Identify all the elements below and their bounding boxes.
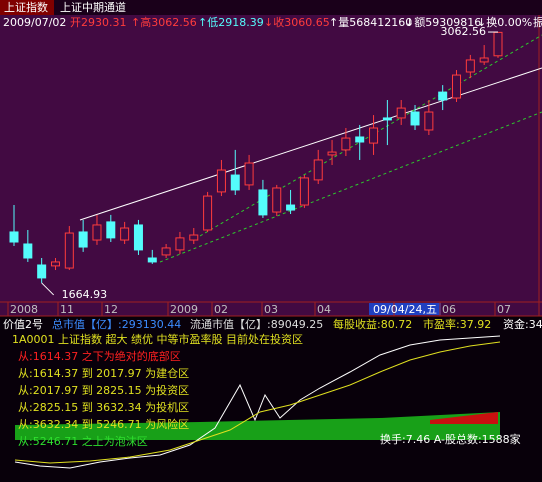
max-label: 3062.56 [441,25,487,38]
x-tick-label: 07 [497,303,511,316]
candle-body [120,227,130,241]
candle-body [410,111,420,126]
candle-body [78,231,88,248]
title: 上证指数 [4,0,48,14]
subtitle: 上证中期通道 [60,0,126,14]
chart-bg [0,0,542,316]
candle-body [9,231,19,243]
candle-body [37,264,47,279]
x-tick-label: 09/04/24,五 [373,303,437,316]
x-tick-label: 02 [214,303,228,316]
zone: 从:1614.37 到 2017.97 为建仓区 [18,366,189,380]
channel-bottom [159,111,542,263]
x-tick-label: 11 [60,303,74,316]
candle-body [465,59,475,73]
candle-body [216,169,226,193]
open: 开2930.31 [70,16,127,29]
candle-body [244,162,254,186]
candle-body [438,91,448,101]
ind-name: 价值2号 [3,318,43,331]
x-tick-label: 2009 [170,303,198,316]
candle-body [161,247,171,256]
candle-body [286,204,296,211]
title-box [0,0,54,15]
red-area [430,412,498,424]
title-bar [0,0,542,15]
candle-body [147,257,157,263]
candle-body [175,237,185,251]
indicator-line [14,341,501,464]
candle-body [327,151,337,156]
summary: 1A0001 上证指数 超大 绩优 中等市盈率股 目前处在投资区 [12,332,303,346]
total-cap: 总市值【亿】:293130.44 [52,317,181,331]
min-label: 1664.93 [62,288,108,301]
candle-body [23,243,33,259]
candle-body [106,221,116,239]
indicator-bg [0,316,542,482]
zone: 从:1614.37 之下为绝对的底部区 [18,349,181,363]
zone: 从:2017.97 到 2825.15 为投资区 [18,383,189,397]
leader [41,282,55,296]
x-tick-label: 12 [104,303,118,316]
footer: 换手:7.46 A-股总数:1588家 [380,432,521,446]
x-tick-label: 03 [264,303,278,316]
volume: ↑量568412160 [329,16,412,29]
candle-body [272,187,282,213]
turnover: ↓换0.00% [477,15,532,29]
candle-body [452,74,462,99]
candle-body [258,189,268,216]
cursor-box [369,303,441,315]
close: ↓收3060.65 [264,15,330,29]
float-cap: 流通市值【亿】:89049.25 [190,317,323,331]
candle-body [424,111,434,131]
amount: ↓额59309816 [405,16,481,29]
candle-body [355,136,365,143]
candle-body [50,261,60,267]
candle-body [64,232,74,269]
candle-body [133,224,143,251]
amp: 振 [533,15,542,29]
candle-body [369,127,379,144]
candle-body [479,57,489,63]
candle-body [396,107,406,119]
candle-body [382,117,392,121]
candle-body [313,159,323,181]
candle-body [230,174,240,191]
candle-body [203,195,213,231]
green-area [15,412,500,440]
candle-body [189,234,199,241]
low: ↑低2918.39 [198,16,264,29]
pe: 市盈率:37.92 [423,317,491,331]
x-tick-label: 04 [317,303,331,316]
date: 2009/07/02 [3,16,66,29]
high: ↑高3062.56 [131,15,197,29]
indicator-line [14,335,501,469]
fund: 资金:34 [503,317,542,331]
candle-body [341,137,351,151]
x-tick-label: 06 [442,303,456,316]
zone: 从:2825.15 到 3632.34 为投机区 [18,400,189,414]
candle-body [92,224,102,241]
eps: 每股收益:80.72 [333,317,412,331]
zone: 从:3632.34 到 5246.71 为风险区 [18,417,189,431]
candle-body [493,31,503,57]
zone: 从:5246.71 之上为泡沫区 [18,434,148,448]
x-tick-label: 2008 [10,303,38,316]
channel-mid [79,67,542,221]
candle-body [299,177,309,206]
